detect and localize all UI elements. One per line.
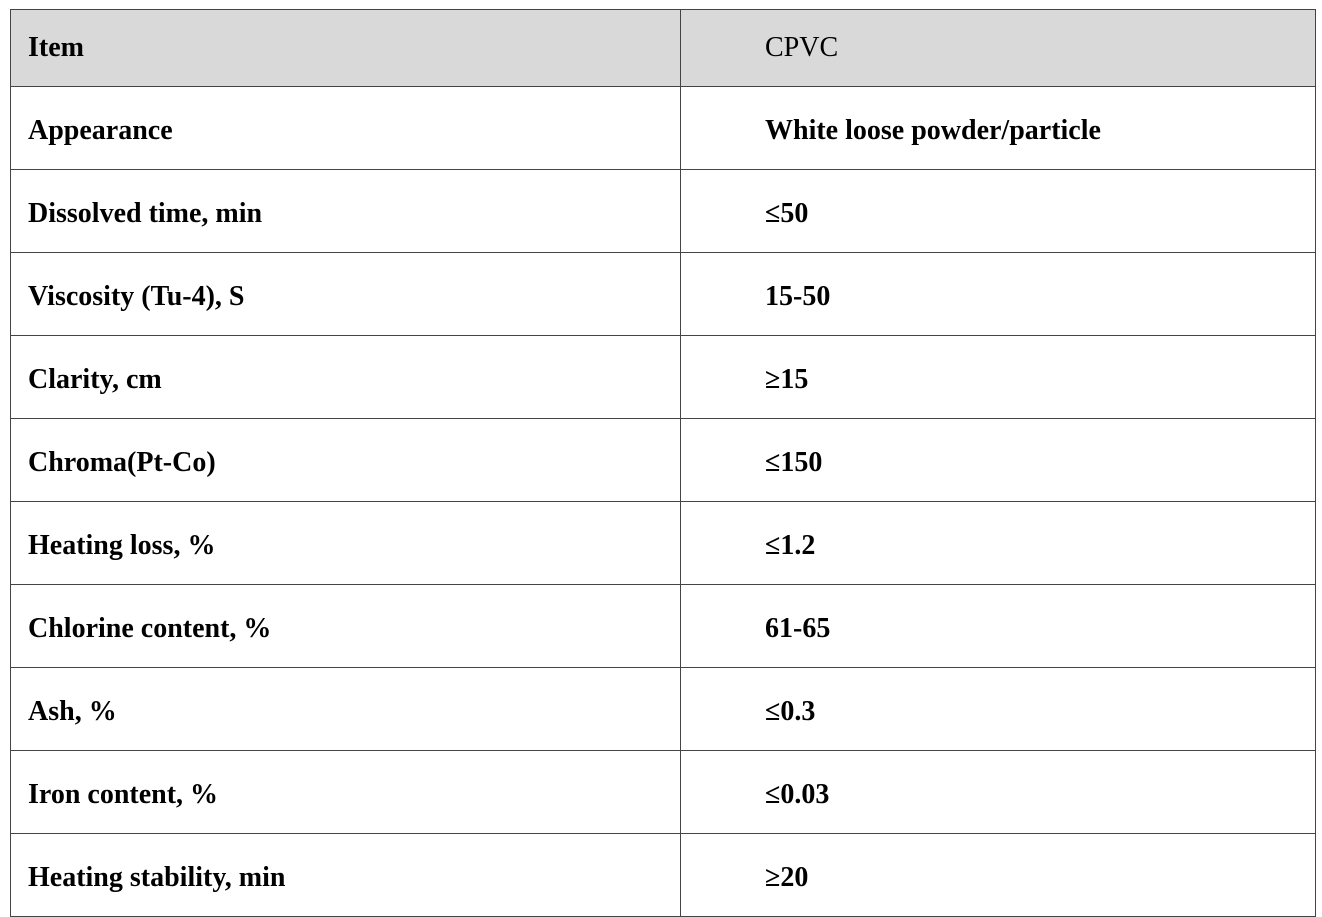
table-cell: ≤0.03	[680, 750, 1316, 834]
table-cell: Heating loss, %	[10, 501, 681, 585]
table-cell: Chlorine content, %	[10, 584, 681, 668]
table-row: Appearance White loose powder/particle	[10, 86, 1316, 170]
table-cell: Dissolved time, min	[10, 169, 681, 253]
header-cell: CPVC	[680, 9, 1316, 87]
table-cell: Iron content, %	[10, 750, 681, 834]
table-row: Heating stability, min ≥20	[10, 833, 1316, 917]
table-cell: Chroma(Pt-Co)	[10, 418, 681, 502]
table-cell: ≤0.3	[680, 667, 1316, 751]
table-cell: ≥15	[680, 335, 1316, 419]
table-cell: 61-65	[680, 584, 1316, 668]
table-cell: Appearance	[10, 86, 681, 170]
page: Item CPVC Appearance White loose powder/par…	[10, 9, 1316, 917]
table-cell: ≤150	[680, 418, 1316, 502]
table-cell: ≤50	[680, 169, 1316, 253]
table-cell: ≥20	[680, 833, 1316, 917]
table-cell: 15-50	[680, 252, 1316, 336]
table-row: Iron content, % ≤0.03	[10, 750, 1316, 834]
table-row: Clarity, cm ≥15	[10, 335, 1316, 419]
spec-table: Item CPVC Appearance White loose powder/par…	[10, 9, 1316, 917]
table-cell: White loose powder/particle	[680, 86, 1316, 170]
table-row: Chroma(Pt-Co) ≤150	[10, 418, 1316, 502]
table-cell: Viscosity (Tu-4), S	[10, 252, 681, 336]
header-row: Item CPVC	[10, 9, 1316, 87]
table-row: Ash, % ≤0.3	[10, 667, 1316, 751]
table-row: Heating loss, % ≤1.2	[10, 501, 1316, 585]
table-row: Viscosity (Tu-4), S 15-50	[10, 252, 1316, 336]
table-row: Dissolved time, min ≤50	[10, 169, 1316, 253]
table-cell: Clarity, cm	[10, 335, 681, 419]
table-row: Chlorine content, % 61-65	[10, 584, 1316, 668]
table-cell: ≤1.2	[680, 501, 1316, 585]
table-cell: Heating stability, min	[10, 833, 681, 917]
table-cell: Ash, %	[10, 667, 681, 751]
header-cell: Item	[10, 9, 681, 87]
